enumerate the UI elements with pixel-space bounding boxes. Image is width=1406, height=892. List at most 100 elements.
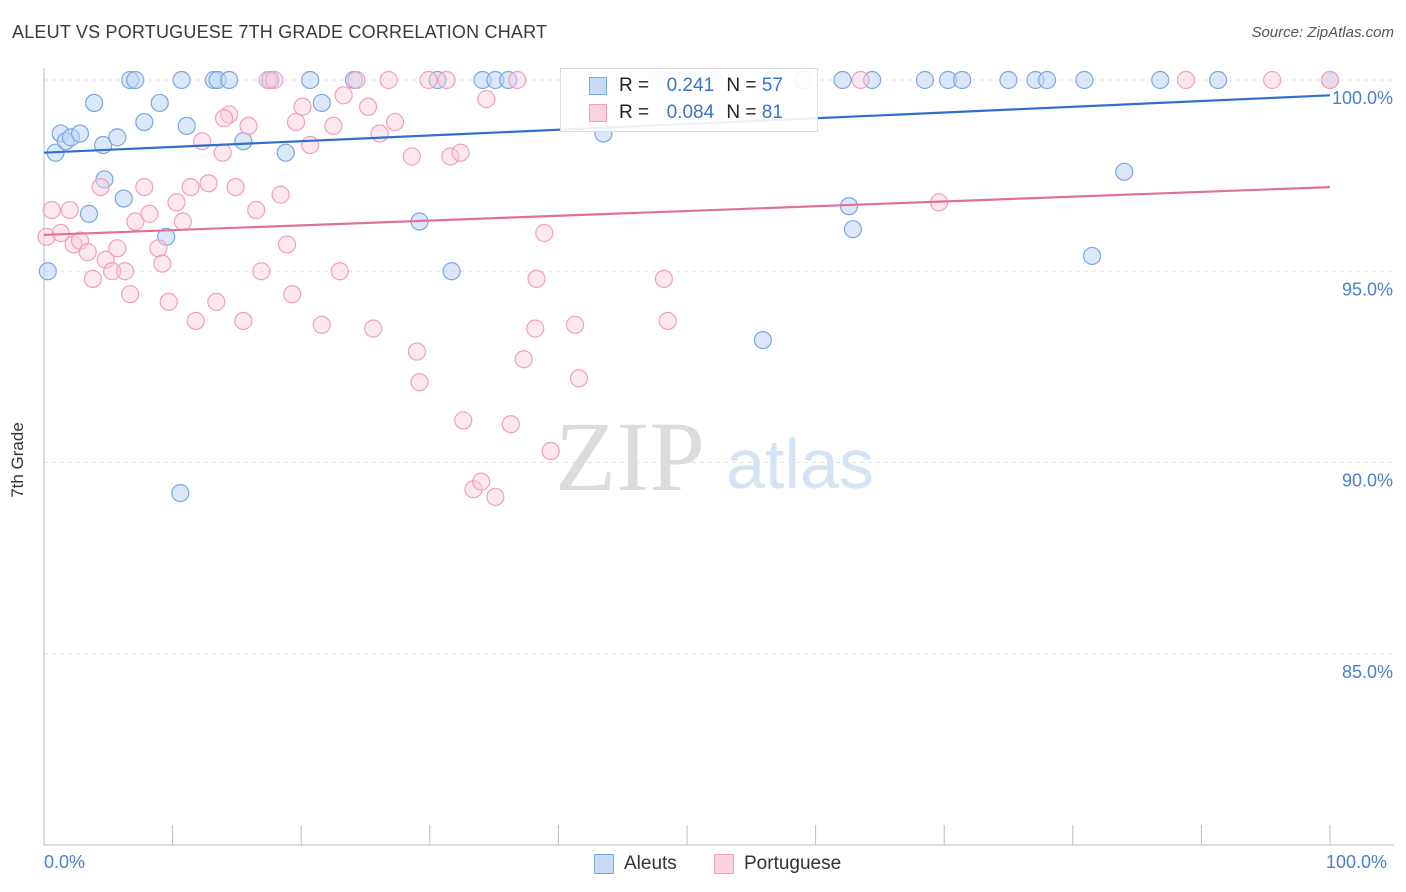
point-portuguese-29: [226, 178, 245, 197]
legend-label-portuguese: Portuguese: [744, 853, 842, 874]
point-portuguese-32: [247, 200, 266, 220]
point-portuguese-12: [115, 262, 135, 281]
point-portuguese-0: [37, 227, 56, 246]
x-tick-label-min: 0.0%: [44, 852, 86, 872]
point-aleuts-19: [172, 70, 191, 90]
point-aleuts-7: [85, 93, 104, 113]
point-portuguese-27: [213, 143, 232, 162]
point-aleuts-11: [114, 189, 133, 208]
point-portuguese-25: [199, 174, 218, 193]
point-portuguese-8: [91, 178, 110, 197]
y-tick-label-95: 95.0%: [1342, 279, 1393, 299]
stats-legend: R = 0.241 N = 57 R = 0.084 N = 81: [560, 68, 818, 132]
point-aleuts-54: [1151, 70, 1170, 90]
legend-item-portuguese[interactable]: Portuguese: [714, 853, 841, 875]
point-aleuts-22: [220, 70, 239, 90]
point-portuguese-20: [167, 193, 186, 212]
point-portuguese-11: [108, 239, 127, 258]
point-portuguese-23: [186, 311, 205, 331]
point-portuguese-80: [214, 109, 234, 128]
point-portuguese-57: [441, 147, 460, 166]
legend-swatch-aleuts: [594, 854, 614, 874]
point-portuguese-18: [153, 254, 172, 273]
point-portuguese-70: [541, 441, 560, 461]
point-portuguese-74: [658, 311, 677, 331]
y-tick-label-90: 90.0%: [1342, 471, 1393, 491]
point-portuguese-71: [566, 315, 585, 334]
point-aleuts-0: [38, 262, 57, 281]
point-aleuts-5: [70, 124, 90, 143]
point-portuguese-66: [514, 350, 533, 369]
n-value-aleuts: 57: [761, 75, 783, 96]
point-portuguese-49: [370, 124, 389, 143]
point-portuguese-48: [364, 319, 383, 338]
legend-item-aleuts[interactable]: Aleuts: [594, 853, 677, 875]
point-aleuts-13: [126, 70, 145, 90]
series-legend: Aleuts Portuguese: [0, 850, 1406, 880]
point-portuguese-47: [358, 97, 378, 116]
point-portuguese-69: [535, 223, 554, 243]
point-portuguese-3: [60, 200, 79, 220]
point-portuguese-39: [286, 112, 306, 132]
point-portuguese-1: [42, 200, 61, 220]
watermark: ZIP atlas: [555, 401, 874, 512]
y-tick-label-100: 100.0%: [1332, 88, 1393, 108]
point-portuguese-36: [271, 185, 290, 204]
point-portuguese-9: [96, 250, 115, 269]
point-aleuts-47: [953, 70, 972, 90]
point-portuguese-16: [140, 204, 159, 223]
point-portuguese-26: [207, 292, 226, 311]
point-portuguese-19: [159, 292, 178, 311]
point-portuguese-52: [402, 147, 421, 166]
point-portuguese-61: [472, 472, 491, 491]
point-aleuts-50: [1037, 70, 1057, 90]
point-portuguese-14: [126, 212, 145, 231]
point-portuguese-68: [527, 269, 546, 288]
point-aleuts-51: [1075, 70, 1094, 90]
point-portuguese-37: [277, 235, 297, 254]
point-aleuts-10: [108, 128, 127, 147]
point-aleuts-15: [150, 93, 169, 113]
legend-swatch-portuguese: [589, 104, 607, 122]
r-label: R =: [619, 75, 650, 96]
watermark-atlas: atlas: [726, 425, 874, 503]
point-aleuts-45: [915, 70, 935, 90]
point-portuguese-46: [347, 70, 366, 90]
point-portuguese-15: [135, 178, 154, 197]
point-portuguese-30: [234, 311, 253, 331]
point-portuguese-73: [654, 269, 673, 288]
watermark-zip: ZIP: [555, 401, 705, 512]
point-portuguese-60: [464, 480, 483, 499]
point-portuguese-35: [265, 70, 284, 90]
trend-line-portuguese: [43, 186, 1331, 237]
point-portuguese-56: [437, 70, 456, 90]
point-portuguese-45: [334, 86, 353, 105]
point-portuguese-53: [407, 342, 427, 361]
point-aleuts-17: [171, 484, 190, 503]
point-portuguese-38: [283, 285, 302, 304]
point-portuguese-75: [851, 70, 870, 90]
point-aleuts-26: [301, 70, 320, 90]
point-portuguese-43: [324, 116, 343, 136]
point-portuguese-77: [1176, 70, 1196, 90]
legend-swatch-portuguese: [714, 854, 734, 874]
point-aleuts-6: [79, 204, 99, 223]
gridlines: [44, 79, 1394, 655]
point-portuguese-55: [419, 70, 438, 90]
point-portuguese-24: [193, 132, 212, 151]
point-portuguese-10: [103, 262, 122, 281]
point-portuguese-40: [293, 97, 312, 116]
point-aleuts-25: [276, 143, 295, 162]
point-portuguese-44: [330, 262, 349, 281]
point-portuguese-50: [379, 70, 398, 90]
point-portuguese-22: [181, 178, 200, 197]
point-portuguese-65: [508, 70, 527, 90]
point-portuguese-31: [239, 116, 258, 136]
point-portuguese-21: [173, 212, 192, 231]
point-portuguese-64: [501, 415, 520, 434]
point-portuguese-63: [486, 487, 505, 507]
point-aleuts-48: [999, 70, 1018, 90]
chart-title: ALEUT VS PORTUGUESE 7TH GRADE CORRELATIO…: [12, 22, 548, 42]
point-portuguese-79: [1320, 70, 1340, 90]
point-portuguese-51: [385, 112, 405, 132]
